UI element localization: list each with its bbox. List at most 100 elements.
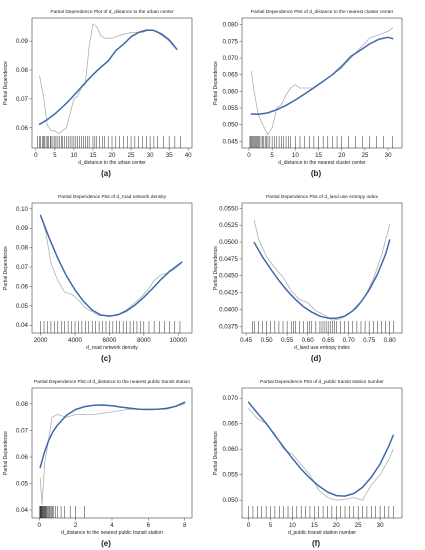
x-tick-label: 2000 — [34, 337, 48, 344]
x-tick-label: 20 — [333, 522, 340, 529]
plot-frame — [31, 202, 193, 334]
x-tick-label: 4 — [110, 522, 114, 529]
x-tick-label: 0 — [38, 522, 42, 529]
y-axis-label: Partial Dependence — [213, 61, 219, 105]
x-tick-label: 25 — [128, 152, 135, 159]
y-tick-label: 0.0500 — [219, 239, 238, 246]
chart-title: Partial Dependence Plot of d_distance to… — [34, 379, 190, 385]
panel-e: Partial Dependence Plot of d_distance to… — [3, 379, 193, 536]
panel-b: Partial Dependence Plot of d_distance to… — [213, 9, 403, 166]
x-tick-label: 15 — [311, 522, 318, 529]
y-tick-label: 0.07 — [16, 264, 29, 271]
x-tick-label: 10000 — [170, 337, 188, 344]
y-tick-label: 0.0475 — [219, 256, 238, 263]
x-tick-label: 10 — [70, 152, 77, 159]
x-tick-label: 4000 — [68, 337, 82, 344]
panel-letter-a: (a) — [101, 169, 111, 178]
x-tick-label: 2 — [74, 522, 78, 529]
y-tick-label: 0.08 — [16, 401, 29, 408]
x-tick-label: 8000 — [137, 337, 151, 344]
y-tick-label: 0.065 — [223, 72, 239, 79]
panel-letter-e: (e) — [101, 539, 111, 548]
y-tick-label: 0.060 — [223, 446, 239, 453]
y-tick-label: 0.070 — [223, 395, 239, 402]
x-tick-label: 5 — [53, 152, 57, 159]
y-tick-label: 0.08 — [16, 67, 29, 74]
x-tick-label: 0 — [247, 522, 251, 529]
chart-title: Partial Dependence Plot of d_distance to… — [251, 9, 394, 15]
x-tick-label: 5 — [269, 522, 273, 529]
smoothed-pdp-line — [247, 401, 394, 497]
y-tick-label: 0.050 — [223, 497, 239, 504]
x-tick-label: 0.80 — [384, 337, 397, 344]
raw-pdp-line — [248, 407, 394, 501]
panel-letter-b: (b) — [311, 169, 322, 178]
chart-title: Partial Dependence Plot of d_public tran… — [260, 379, 384, 385]
panel-letter-d: (d) — [311, 354, 322, 363]
raw-pdp-line — [39, 23, 178, 135]
y-tick-label: 0.075 — [223, 38, 239, 45]
smoothed-pdp-line — [39, 214, 183, 317]
x-tick-label: 15 — [90, 152, 97, 159]
x-tick-label: 0.45 — [240, 337, 253, 344]
smoothed-pdp-line — [253, 239, 391, 319]
panel-d: Partial Dependence Plot of d_land use en… — [213, 194, 403, 351]
y-tick-label: 0.0550 — [219, 205, 238, 212]
y-tick-label: 0.055 — [223, 105, 239, 112]
y-axis-label: Partial Dependence — [3, 61, 9, 105]
y-tick-label: 0.05 — [16, 481, 29, 488]
x-tick-label: 30 — [147, 152, 154, 159]
chart-title: Partial Dependence Plot of d_distance to… — [50, 9, 174, 15]
smoothed-pdp-line — [250, 36, 394, 116]
raw-pdp-line — [253, 220, 391, 321]
smoothed-pdp-line — [39, 401, 186, 469]
smoothed-pdp-line — [38, 29, 178, 126]
y-tick-label: 0.07 — [16, 96, 29, 103]
plot-frame — [31, 17, 193, 149]
y-tick-label: 0.05 — [16, 303, 29, 310]
y-tick-label: 0.050 — [223, 122, 239, 129]
y-axis-label: Partial Dependence — [213, 246, 219, 290]
y-tick-label: 0.04 — [16, 507, 29, 514]
y-tick-label: 0.06 — [16, 283, 29, 290]
chart-title: Partial Dependence Plot of d_road networ… — [58, 194, 167, 200]
raw-pdp-line — [250, 27, 394, 136]
x-tick-label: 30 — [377, 522, 384, 529]
x-axis-label: d_public transit station number — [288, 530, 356, 536]
y-tick-label: 0.0525 — [219, 222, 238, 229]
y-tick-label: 0.0450 — [219, 273, 238, 280]
x-tick-label: 6 — [147, 522, 151, 529]
y-tick-label: 0.09 — [16, 38, 29, 45]
chart-title: Partial Dependence Plot of d_land use en… — [266, 194, 379, 200]
y-tick-label: 0.070 — [223, 55, 239, 62]
x-tick-label: 5 — [270, 152, 274, 159]
y-tick-label: 0.04 — [16, 322, 29, 329]
x-tick-label: 0.65 — [322, 337, 335, 344]
x-tick-label: 15 — [315, 152, 322, 159]
y-axis-label: Partial Dependence — [213, 431, 219, 475]
x-axis-label: d_land use entropy index — [294, 345, 350, 351]
y-tick-label: 0.07 — [16, 427, 29, 434]
x-tick-label: 10 — [289, 522, 296, 529]
y-tick-label: 0.080 — [223, 22, 239, 29]
x-tick-label: 25 — [361, 152, 368, 159]
y-tick-label: 0.0400 — [219, 306, 238, 313]
panel-letter-f: (f) — [312, 539, 320, 548]
x-axis-label: d_distance to the urban center — [78, 160, 146, 166]
x-axis-label: d_distance to the nearest cluster center — [278, 160, 366, 166]
plot-frame — [241, 17, 403, 149]
panel-f: Partial Dependence Plot of d_public tran… — [213, 379, 403, 536]
x-tick-label: 30 — [385, 152, 392, 159]
y-tick-label: 0.06 — [16, 454, 29, 461]
x-tick-label: 0.55 — [281, 337, 294, 344]
x-tick-label: 0.75 — [363, 337, 376, 344]
panel-letter-c: (c) — [101, 354, 111, 363]
x-tick-label: 20 — [338, 152, 345, 159]
x-tick-label: 0.50 — [261, 337, 274, 344]
y-tick-label: 0.060 — [223, 88, 239, 95]
y-tick-label: 0.045 — [223, 138, 239, 145]
plot-frame — [241, 387, 403, 519]
raw-pdp-line — [39, 403, 186, 506]
x-tick-label: 25 — [355, 522, 362, 529]
